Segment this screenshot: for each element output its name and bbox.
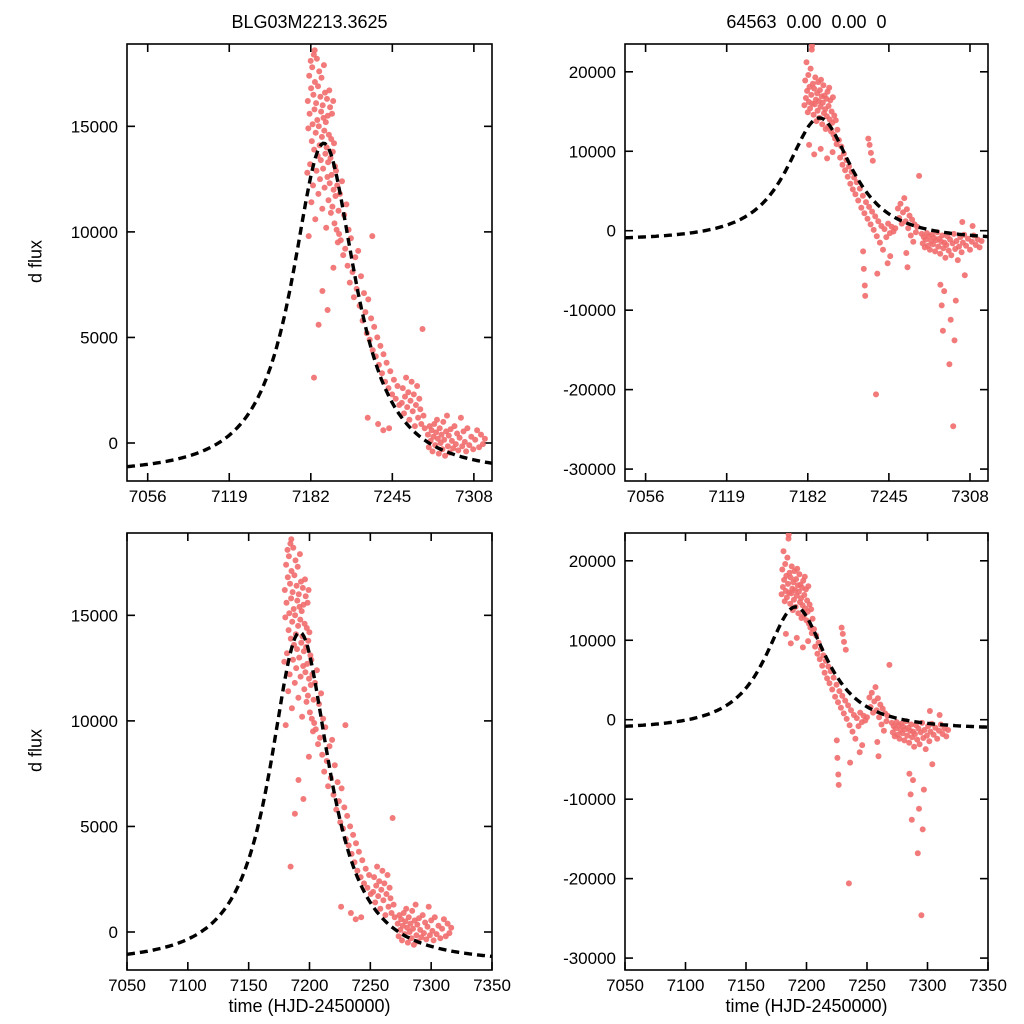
x-tick-label: 7150	[727, 976, 765, 995]
x-tick-label: 7182	[789, 487, 827, 506]
x-tick-label: 7119	[708, 487, 745, 506]
axis-frame	[126, 532, 493, 971]
panel-title-top-left: BLG03M2213.3625	[231, 12, 388, 32]
scatter-points	[801, 44, 985, 430]
x-tick-label: 7050	[108, 976, 146, 995]
x-tick-label: 7100	[667, 976, 705, 995]
y-tick-label: 0	[607, 711, 616, 730]
x-tick-label: 7150	[230, 976, 268, 995]
plot-panel-top-right: 7056 7119 7182 7245 7308 -30000 -20000 -10000 0 1…	[563, 43, 989, 506]
scatter-points	[304, 47, 488, 459]
x-tick-label: 7182	[292, 487, 330, 506]
y-tick-label: 10000	[569, 142, 616, 161]
x-axis-label-bottom-left: time (HJD-2450000)	[228, 996, 391, 1016]
axis-ticks: 7056 7119 7182 7245 7308 0 5000 10000 15000	[71, 44, 493, 506]
plot-panel-bottom-right: 7050 7100 7150 7200 7250 7300 7350 -30000 -20000…	[563, 532, 1007, 995]
x-tick-label: 7308	[455, 487, 493, 506]
model-curve	[127, 141, 492, 469]
y-tick-label: 20000	[569, 552, 616, 571]
scatter-points	[778, 533, 952, 919]
model-curve	[625, 605, 988, 729]
y-tick-label: -20000	[563, 381, 616, 400]
y-tick-label: 10000	[71, 712, 118, 731]
y-tick-label: 0	[607, 222, 616, 241]
x-tick-label: 7056	[129, 487, 167, 506]
y-tick-label: 0	[109, 923, 118, 942]
axis-ticks: 7050 7100 7150 7200 7250 7300 7350 0 5000 10000 15…	[71, 533, 511, 995]
x-tick-label: 7245	[870, 487, 908, 506]
x-tick-label: 7200	[291, 976, 329, 995]
axis-frame	[126, 43, 493, 482]
plot-panel-bottom-left: 7050 7100 7150 7200 7250 7300 7350 0 5000 10000 15…	[71, 532, 511, 995]
x-axis-label-bottom-right: time (HJD-2450000)	[725, 996, 888, 1016]
y-tick-label: -10000	[563, 790, 616, 809]
x-tick-label: 7050	[606, 976, 644, 995]
y-tick-label: -30000	[563, 460, 616, 479]
y-tick-label: 10000	[71, 223, 118, 242]
y-tick-label: 5000	[80, 328, 118, 347]
y-tick-label: 15000	[71, 606, 118, 625]
y-tick-label: -10000	[563, 301, 616, 320]
y-tick-label: 20000	[569, 63, 616, 82]
axis-frame	[624, 43, 989, 482]
axis-ticks: 7056 7119 7182 7245 7308 -30000 -20000 -10000 0 1…	[563, 44, 989, 506]
model-curve	[625, 116, 988, 240]
y-tick-label: -30000	[563, 949, 616, 968]
y-tick-label: 10000	[569, 631, 616, 650]
model-curve	[127, 630, 492, 958]
x-tick-label: 7300	[412, 976, 450, 995]
panel-title-top-right: 64563 0.00 0.00 0	[726, 12, 887, 32]
x-tick-label: 7250	[351, 976, 389, 995]
scatter-points	[281, 536, 455, 948]
y-tick-label: 0	[109, 434, 118, 453]
x-tick-label: 7100	[169, 976, 207, 995]
x-tick-label: 7200	[788, 976, 826, 995]
x-tick-label: 7350	[969, 976, 1007, 995]
x-tick-label: 7300	[909, 976, 947, 995]
axis-ticks: 7050 7100 7150 7200 7250 7300 7350 -30000 -20000…	[563, 533, 1007, 995]
x-tick-label: 7245	[373, 487, 411, 506]
x-tick-label: 7119	[211, 487, 248, 506]
plot-panel-top-left: 7056 7119 7182 7245 7308 0 5000 10000 15000	[71, 43, 493, 506]
x-tick-label: 7350	[473, 976, 511, 995]
x-tick-label: 7250	[848, 976, 886, 995]
x-tick-label: 7056	[627, 487, 665, 506]
x-tick-label: 7308	[951, 487, 989, 506]
y-tick-label: 15000	[71, 117, 118, 136]
y-tick-label: 5000	[80, 817, 118, 836]
y-tick-label: -20000	[563, 870, 616, 889]
